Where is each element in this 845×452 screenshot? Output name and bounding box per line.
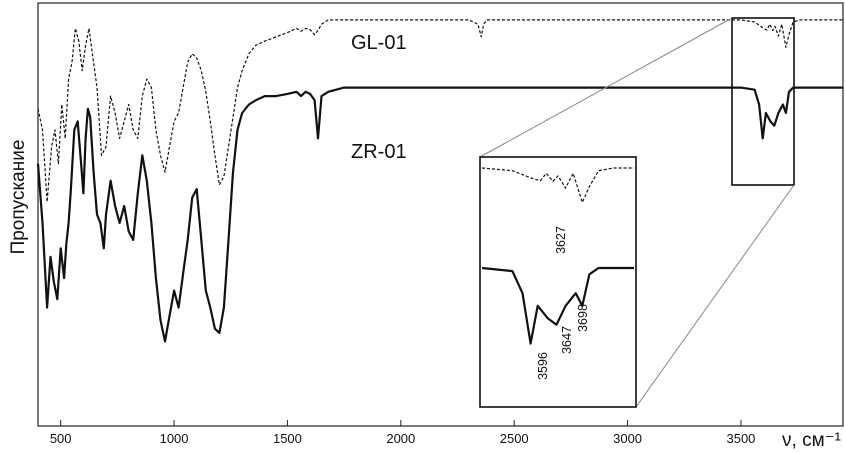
main-curves <box>36 19 843 343</box>
x-axis-label: ν, см⁻¹ <box>782 430 841 451</box>
peak-label-3698: 3698 <box>576 304 590 332</box>
x-tick-label: 500 <box>50 431 72 446</box>
x-tick-label: 1000 <box>160 431 189 446</box>
inset-curves <box>481 167 634 345</box>
series-line-zr01 <box>36 86 843 343</box>
x-tick-label: 1500 <box>273 431 302 446</box>
inset-line-zr01 <box>481 266 634 345</box>
series-label-gl01: GL-01 <box>351 32 407 54</box>
zoom-region-box <box>731 17 795 186</box>
x-tick-label: 3000 <box>613 431 642 446</box>
peak-label-3596: 3596 <box>536 352 550 380</box>
inset-peak-labels: 3627 3596 3647 3698 <box>536 226 590 380</box>
peak-label-3627: 3627 <box>554 226 568 254</box>
inset-line-gl01 <box>481 167 634 203</box>
y-axis-label: Пропускание <box>8 140 29 255</box>
series-line-gl01 <box>37 19 843 203</box>
peak-label-3647: 3647 <box>560 326 574 354</box>
x-axis-ticks: 500 1000 1500 2000 2500 3000 3500 <box>50 420 755 446</box>
zoom-connector-bottom <box>635 184 795 408</box>
inset-box <box>479 156 637 408</box>
x-tick-label: 2500 <box>500 431 529 446</box>
plot-frame <box>37 2 844 427</box>
series-label-zr01: ZR-01 <box>351 141 407 163</box>
x-tick-label: 3500 <box>726 431 755 446</box>
x-tick-label: 2000 <box>386 431 415 446</box>
zoom-connector-top <box>479 17 733 158</box>
